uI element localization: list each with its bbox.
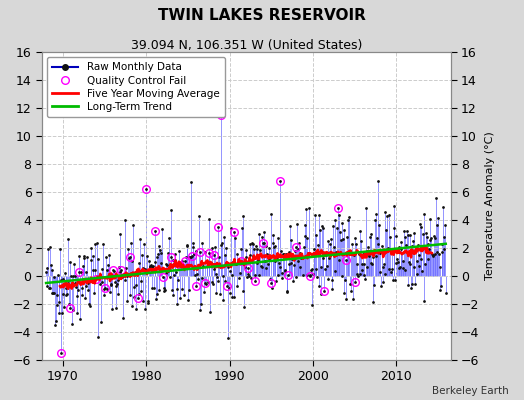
Legend: Raw Monthly Data, Quality Control Fail, Five Year Moving Average, Long-Term Tren: Raw Monthly Data, Quality Control Fail, … xyxy=(47,57,225,117)
Y-axis label: Temperature Anomaly (°C): Temperature Anomaly (°C) xyxy=(485,132,495,280)
Title: 39.094 N, 106.351 W (United States): 39.094 N, 106.351 W (United States) xyxy=(130,39,362,52)
Text: TWIN LAKES RESERVOIR: TWIN LAKES RESERVOIR xyxy=(158,8,366,23)
Text: Berkeley Earth: Berkeley Earth xyxy=(432,386,508,396)
